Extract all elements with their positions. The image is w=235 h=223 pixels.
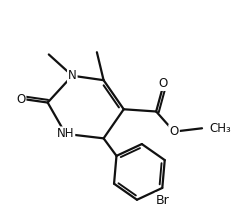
Text: O: O <box>169 125 179 138</box>
Text: NH: NH <box>57 127 74 140</box>
Text: CH₃: CH₃ <box>210 122 232 135</box>
Text: N: N <box>68 69 77 82</box>
Text: O: O <box>169 125 179 138</box>
Text: O: O <box>158 77 168 90</box>
Text: Br: Br <box>155 194 169 206</box>
Text: O: O <box>16 93 25 106</box>
